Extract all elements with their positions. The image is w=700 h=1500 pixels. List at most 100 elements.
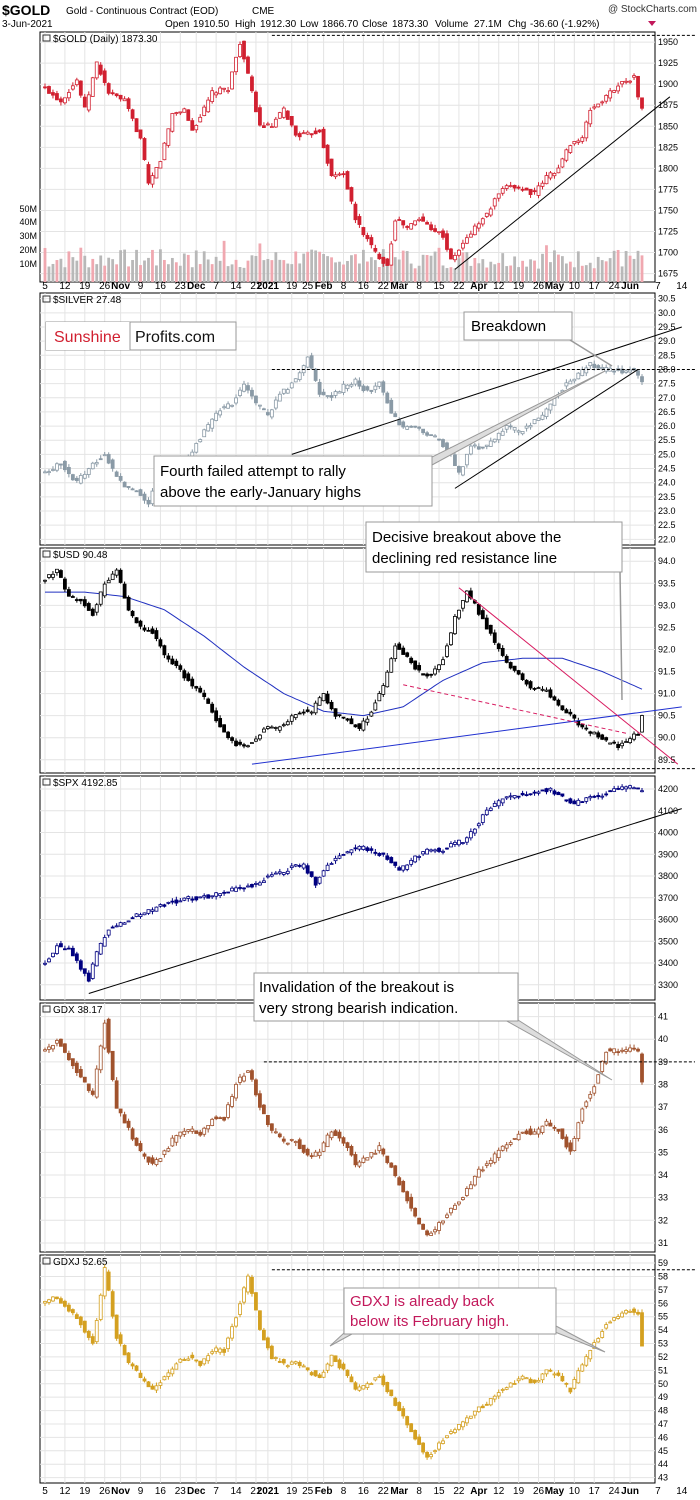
candle [74, 476, 79, 483]
candle [333, 389, 338, 399]
x-tick-label: 10 [569, 1486, 581, 1497]
candle [102, 581, 107, 599]
volume-bar [194, 250, 198, 282]
candle [349, 1144, 354, 1157]
y-tick-label: 4200 [658, 784, 678, 794]
volume-bar [294, 251, 298, 282]
candle [584, 797, 589, 804]
candle [242, 742, 246, 749]
volume-bar [59, 258, 63, 282]
candle [628, 784, 632, 790]
x-tick-label: Feb [315, 281, 333, 292]
candle [536, 790, 541, 796]
candle [600, 100, 605, 106]
x-tick-label: 19 [513, 1486, 525, 1497]
volume-bar [572, 267, 576, 282]
candle [110, 89, 115, 96]
y-tick-label: 92.0 [658, 644, 676, 654]
candle [218, 715, 223, 728]
candle [544, 687, 549, 693]
candle [596, 1337, 601, 1343]
candle [51, 89, 55, 99]
candle [441, 849, 445, 855]
candle [110, 570, 115, 581]
candle [365, 232, 370, 242]
x-tick-label: 26 [533, 1486, 545, 1497]
candle [373, 699, 378, 711]
candle [552, 695, 557, 701]
candle [608, 742, 613, 745]
candle [508, 661, 513, 670]
candle [74, 1060, 79, 1077]
candle [468, 230, 473, 238]
candle [580, 135, 585, 144]
candle [600, 1060, 605, 1074]
candle [564, 1134, 569, 1150]
candle [269, 123, 274, 128]
candle [130, 487, 135, 491]
y-tick-label: 48 [658, 1406, 668, 1416]
candle [500, 1145, 505, 1152]
x-tick-label: 8 [341, 281, 347, 292]
candle [484, 614, 489, 630]
y-tick-label: 25.0 [658, 449, 676, 459]
candle [433, 848, 437, 854]
y-tick-label: 39 [658, 1057, 668, 1067]
y-tick-label: 3500 [658, 936, 678, 946]
candle [476, 1166, 481, 1178]
candle [628, 1044, 632, 1053]
candle [234, 1316, 238, 1328]
x-tick-label: 17 [589, 281, 601, 292]
candle [265, 408, 270, 417]
candle [106, 82, 111, 96]
candle [632, 73, 636, 80]
volume-bar [533, 260, 536, 282]
candle [592, 731, 597, 735]
candle [98, 1044, 103, 1074]
candle [357, 1160, 362, 1169]
x-tick-label: 12 [59, 1486, 71, 1497]
candle [492, 197, 497, 210]
candle [297, 863, 302, 868]
y-tick-label: 34 [658, 1170, 668, 1180]
candle [309, 1152, 314, 1159]
candle [170, 1135, 175, 1147]
volume-bar [588, 262, 592, 282]
candle [82, 1320, 87, 1334]
candle [612, 1316, 617, 1322]
candle [309, 133, 314, 138]
candle [564, 148, 569, 163]
candle [560, 705, 565, 711]
candle [269, 1344, 274, 1360]
candle [540, 686, 545, 692]
candle [437, 1440, 441, 1452]
candle [381, 380, 386, 396]
candle [158, 160, 163, 169]
x-tick-label: Jun [621, 281, 639, 292]
candle [118, 1108, 123, 1117]
x-tick-label: 12 [493, 1486, 505, 1497]
candle [449, 247, 453, 260]
candle [134, 913, 139, 918]
candle [90, 1333, 95, 1346]
trendline-lower [454, 369, 639, 489]
candle [460, 600, 465, 612]
candle [277, 725, 282, 733]
y-tick-label: 1950 [658, 37, 678, 47]
candle [417, 662, 422, 673]
candle [162, 644, 167, 659]
volume-bar [55, 260, 59, 282]
candle [246, 1273, 250, 1295]
volume-bar [250, 255, 254, 282]
trendline [88, 808, 682, 994]
candle [600, 1329, 605, 1339]
candle [258, 1310, 262, 1331]
candle [82, 596, 87, 608]
candle [345, 717, 350, 722]
x-tick-label: 19 [513, 281, 525, 292]
candle [325, 395, 330, 399]
candle [269, 1123, 274, 1134]
x-tick-label: 26 [99, 281, 111, 292]
candle [190, 117, 195, 131]
annotation-fourth-line2: above the early-January highs [160, 484, 361, 501]
